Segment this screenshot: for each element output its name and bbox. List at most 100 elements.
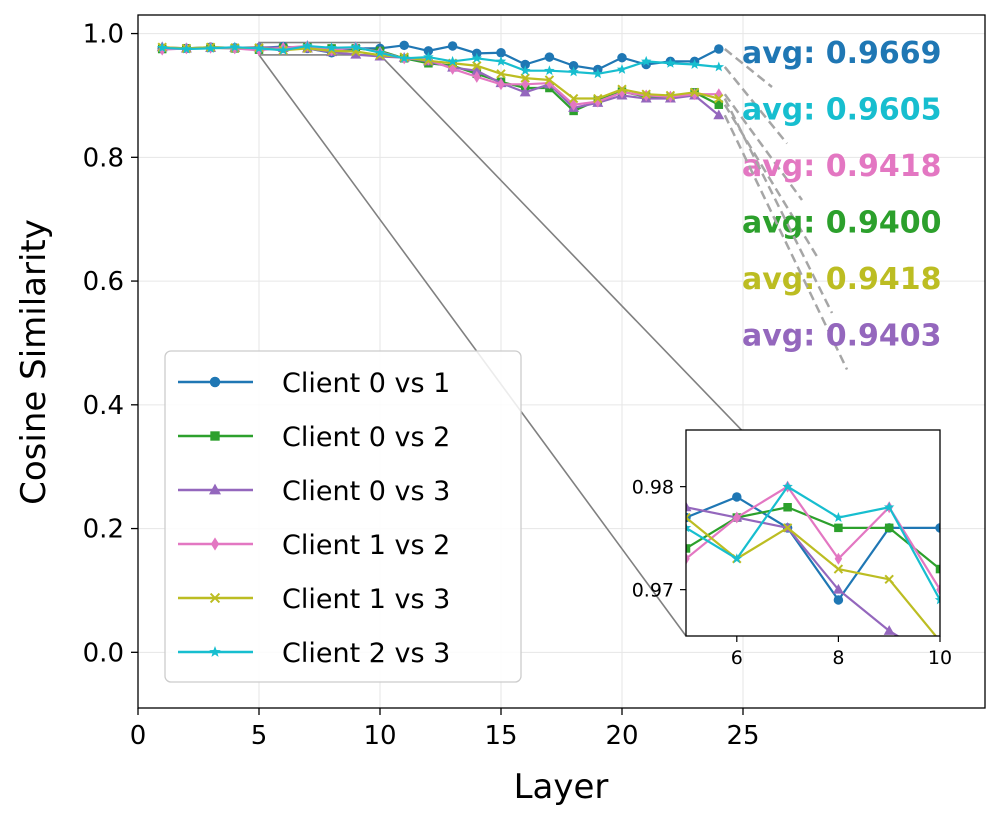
data-point (617, 84, 627, 94)
inset-x-tick-label: 8 (832, 647, 844, 669)
data-point (496, 69, 506, 79)
data-point (181, 43, 192, 54)
data-point (253, 42, 265, 53)
inset-data-point (833, 564, 844, 574)
x-tick-label: 10 (363, 721, 396, 751)
inset-chart: 6 8 10 0.97 0.98 (632, 429, 952, 669)
inset-data-point (686, 512, 691, 523)
legend-label: Client 0 vs 1 (282, 368, 450, 399)
data-point (205, 42, 216, 53)
legend-entry: Client 1 vs 3 (178, 584, 450, 615)
legend-label: Client 1 vs 3 (282, 584, 450, 615)
data-point (495, 55, 507, 66)
x-tick-label: 15 (484, 721, 517, 751)
y-tick-label: 0.0 (83, 638, 124, 668)
inset-data-point (833, 512, 844, 522)
legend-marker (210, 431, 220, 441)
legend-label: Client 0 vs 2 (282, 422, 450, 453)
annotation-leader (724, 48, 773, 88)
inset-series-client-2-vs-3 (686, 481, 940, 605)
inset-data-point (935, 564, 940, 574)
inset-data-point (935, 523, 940, 533)
data-point (423, 46, 434, 56)
legend-marker (210, 537, 220, 551)
inset-data-point (832, 583, 844, 594)
y-tick-label: 0.6 (83, 267, 124, 297)
y-tick-label: 0.4 (83, 391, 124, 421)
y-tick-label: 0.2 (83, 515, 124, 545)
data-point (568, 93, 579, 104)
data-point (641, 89, 651, 99)
x-tick-label: 20 (605, 721, 638, 751)
annotation-leader (723, 93, 804, 201)
data-point (302, 40, 313, 51)
legend-entry: Client 0 vs 3 (178, 476, 450, 507)
data-point (616, 63, 628, 74)
inset-data-point (782, 523, 793, 533)
data-point (520, 59, 530, 70)
data-point (544, 65, 555, 76)
data-point (713, 61, 725, 72)
data-point (519, 86, 531, 97)
x-tick-label: 5 (251, 721, 268, 751)
series-layer (156, 39, 725, 120)
legend-box (164, 350, 522, 683)
y-tick-label: 1.0 (83, 20, 124, 50)
data-point (350, 48, 362, 59)
legend-entry: Client 0 vs 1 (178, 368, 450, 399)
data-point (471, 52, 483, 63)
inset-data-point (883, 501, 895, 512)
data-point (156, 42, 168, 53)
data-point (665, 90, 676, 101)
data-point (689, 87, 700, 98)
inset-data-point (783, 503, 792, 512)
inset-data-point (732, 492, 742, 502)
x-tick-label: 25 (726, 721, 759, 751)
data-point (568, 60, 579, 71)
inset-x-tick-label: 6 (731, 647, 743, 669)
data-point (593, 93, 603, 104)
data-point (472, 61, 482, 71)
legend-label: Client 1 vs 2 (282, 530, 450, 561)
data-point (568, 66, 579, 77)
data-point (713, 109, 725, 120)
data-point (592, 68, 604, 79)
data-point (374, 47, 386, 58)
data-point (447, 41, 458, 51)
inset-data-point (936, 583, 940, 596)
legend-marker (209, 592, 221, 604)
inset-frame (685, 429, 941, 637)
avg-annotation: avg: 0.9418 (742, 262, 941, 297)
inset-data-point (883, 625, 895, 635)
inset-data-point (884, 574, 894, 585)
annotations-layer: avg: 0.9669 avg: 0.9605 avg: 0.9418 avg: 0.… (723, 36, 941, 371)
legend-marker (209, 645, 221, 657)
data-point (544, 52, 555, 62)
inset-data-point (833, 595, 844, 605)
data-point (520, 73, 530, 83)
data-point (665, 57, 676, 68)
legend: Client 0 vs 1 Client 0 vs 2 Client 0 vs 3 C… (164, 350, 522, 683)
data-point (447, 55, 458, 66)
zoom-connector-line (258, 54, 687, 637)
data-point (640, 55, 652, 66)
inset-series-line (686, 506, 900, 636)
inset-series-line (686, 516, 938, 636)
legend-marker (208, 483, 222, 495)
inset-series-line (686, 495, 940, 602)
annotation-leader (723, 97, 834, 314)
legend-marker (209, 376, 221, 388)
data-point (519, 65, 531, 76)
data-point (423, 51, 434, 62)
inset-data-point (731, 553, 743, 564)
plot-frame (137, 14, 986, 709)
avg-annotation: avg: 0.9418 (742, 149, 941, 184)
inset-background (686, 430, 940, 636)
data-point (471, 64, 483, 75)
inset-data-point (733, 511, 741, 524)
legend-label: Client 0 vs 3 (282, 476, 450, 507)
avg-annotation: avg: 0.9605 (742, 93, 941, 128)
data-point (689, 59, 700, 69)
data-point (229, 41, 241, 52)
